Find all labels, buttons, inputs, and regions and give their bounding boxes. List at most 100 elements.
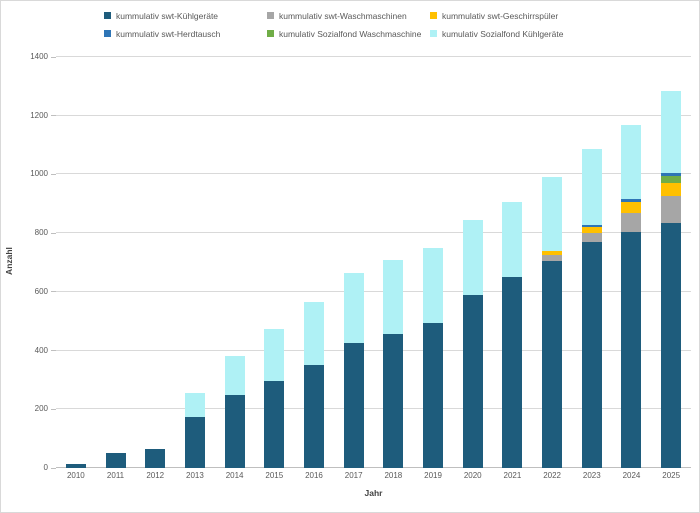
bar-segment [661, 183, 682, 197]
bar-segment [264, 381, 285, 468]
y-tick-label: 200 [34, 404, 48, 414]
bar-segment [383, 259, 404, 335]
y-tick: 1200 [30, 111, 56, 120]
bar-slot [413, 57, 453, 468]
bar-segment [621, 231, 642, 468]
y-tick-label: 1400 [30, 52, 48, 61]
bar-segment [224, 356, 245, 395]
bar-2015 [264, 57, 285, 468]
x-tick-label: 2011 [106, 471, 125, 480]
x-tick-label: 2015 [265, 471, 284, 480]
x-tick-label: 2021 [503, 471, 522, 480]
y-tick: 600 [35, 287, 56, 296]
legend-label: kummulativ swt-Kühlgeräte [116, 10, 219, 21]
bar-segment [621, 202, 642, 213]
gridline [56, 173, 691, 175]
bar-slot [254, 57, 294, 468]
bar-2012 [145, 57, 166, 468]
bar-slot [294, 57, 334, 468]
bar-slot [374, 57, 414, 468]
bar-segment [423, 247, 444, 323]
legend-label: kumulativ Sozialfond Waschmaschine [279, 28, 422, 39]
gridline [56, 232, 691, 234]
bar-segment [343, 272, 364, 344]
bar-segment [145, 448, 166, 468]
bar-segment [303, 302, 324, 366]
bar-segment [621, 199, 642, 203]
y-tick: 800 [35, 229, 56, 237]
y-tick-mark [51, 56, 56, 58]
bar-segment [661, 90, 682, 174]
plot-area [56, 56, 691, 468]
x-tick-label: 2022 [543, 471, 561, 480]
legend-item-1: kummulativ swt-Waschmaschinen [267, 9, 430, 22]
legend-item-3: kummulativ swt-Herdtausch [104, 27, 267, 40]
bar-segment [542, 261, 563, 468]
legend-swatch-icon [430, 30, 437, 37]
bar-segment [542, 255, 563, 262]
y-tick: 1000 [30, 170, 56, 178]
x-tick-label: 2024 [622, 471, 641, 480]
legend-label: kummulativ swt-Geschirrspüler [442, 10, 559, 21]
x-tick-label: 2014 [225, 471, 244, 480]
bar-segment [542, 177, 563, 251]
y-tick: 0 [44, 464, 56, 472]
gridline [56, 56, 691, 57]
bar-slot [612, 57, 652, 468]
legend-swatch-icon [267, 12, 274, 19]
bar-segment [224, 394, 245, 468]
bar-2025 [661, 57, 682, 468]
legend-swatch-icon [430, 12, 437, 19]
legend-item-0: kummulativ swt-Kühlgeräte [104, 9, 267, 22]
bar-segment [343, 343, 364, 468]
x-axis: 2010 2011 2012 2013 2014 2015 2016 2017 2018 2019… [56, 472, 691, 480]
x-tick-label: 2012 [146, 471, 165, 480]
y-axis: 0 200 400 600 800 1000 1200 1400 [1, 53, 56, 472]
bar-segment [621, 124, 642, 200]
bar-slot [572, 57, 612, 468]
bar-2023 [581, 57, 602, 468]
y-tick-mark [51, 467, 56, 469]
gridline [56, 349, 691, 351]
bar-slot [453, 57, 493, 468]
bar-2016 [303, 57, 324, 468]
x-axis-title: Jahr [364, 488, 383, 498]
y-tick-label: 400 [34, 345, 48, 355]
bar-segment [581, 227, 602, 234]
gridline [56, 290, 691, 292]
bar-slot [96, 57, 136, 468]
y-tick-mark [51, 350, 56, 352]
x-tick-label: 2025 [662, 471, 681, 480]
legend-item-4: kumulativ Sozialfond Waschmaschine [267, 27, 430, 40]
y-tick-label: 1000 [30, 169, 48, 179]
legend-label: kummulativ swt-Waschmaschinen [279, 10, 407, 21]
bar-segment [462, 219, 483, 295]
legend-item-5: kumulativ Sozialfond Kühlgeräte [430, 27, 695, 40]
bar-2022 [542, 57, 563, 468]
x-tick-label: 2019 [424, 471, 442, 480]
bar-2014 [224, 57, 245, 468]
bar-segment [423, 322, 444, 468]
y-tick-mark [51, 408, 56, 410]
x-tick-label: 2018 [384, 471, 403, 480]
bar-2021 [502, 57, 523, 468]
y-tick-label: 0 [43, 463, 48, 472]
bar-2019 [423, 57, 444, 468]
legend-label: kummulativ swt-Herdtausch [116, 28, 221, 39]
bar-segment [264, 328, 285, 382]
bar-segment [184, 393, 205, 417]
y-tick-label: 800 [34, 228, 48, 238]
bar-slot [334, 57, 374, 468]
y-tick: 400 [34, 345, 56, 355]
y-tick: 200 [35, 405, 56, 413]
bar-2020 [462, 57, 483, 468]
y-tick-mark [51, 291, 56, 293]
bar-2017 [343, 57, 364, 468]
bar-slot [56, 57, 96, 468]
bar-segment [65, 463, 86, 468]
bar-segment [383, 334, 404, 468]
legend-item-2: kummulativ swt-Geschirrspüler [430, 9, 695, 22]
gridline [56, 114, 691, 116]
y-tick: 1400 [30, 53, 56, 61]
